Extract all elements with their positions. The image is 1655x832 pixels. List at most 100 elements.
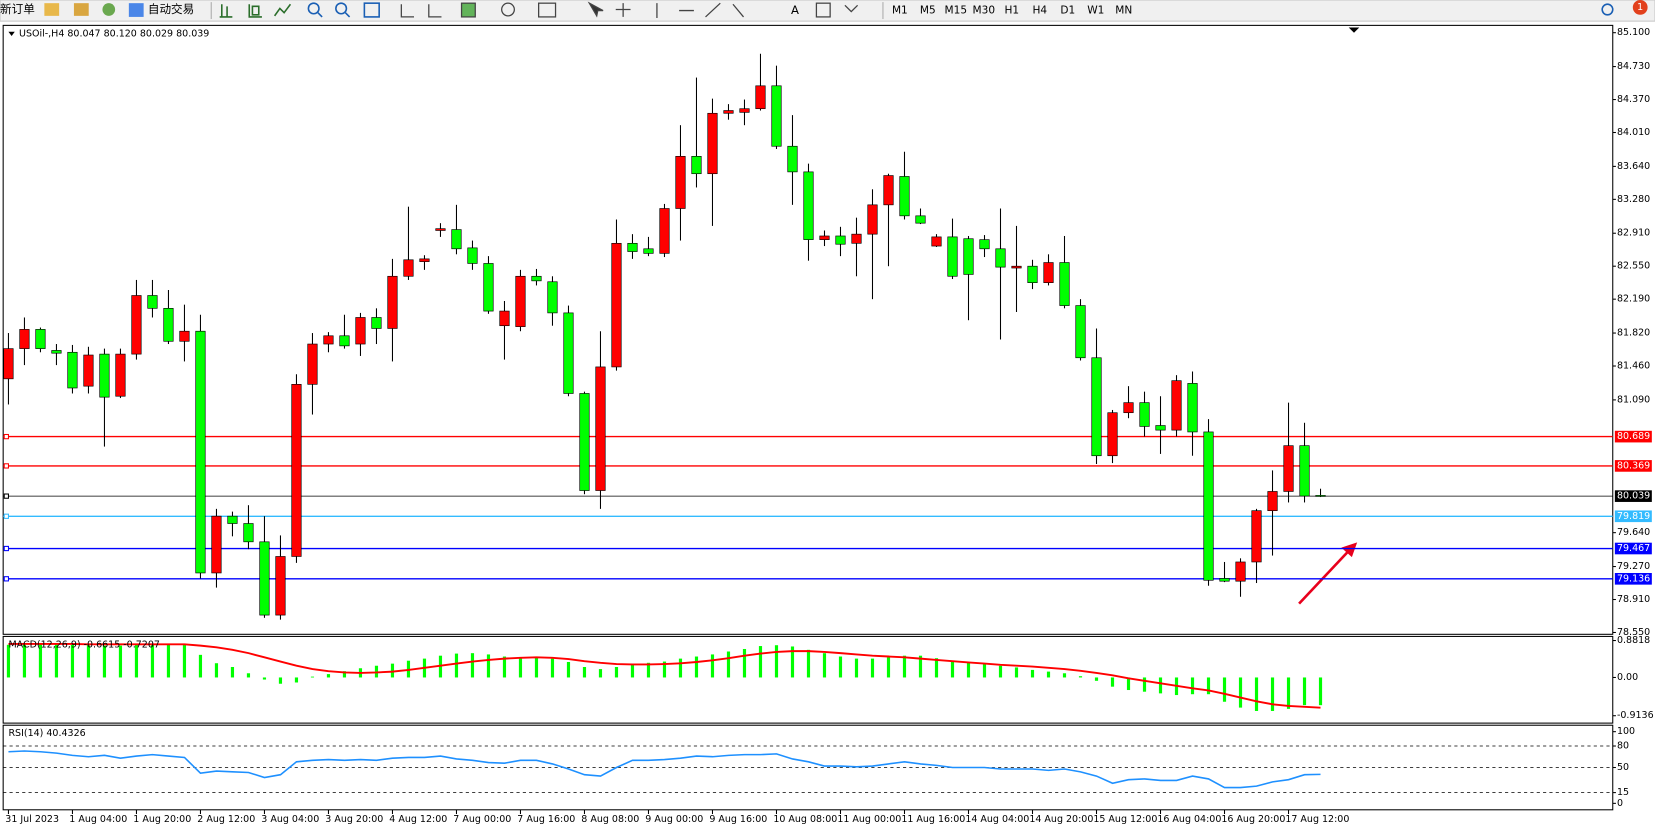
new-order[interactable]: 新订单 xyxy=(0,2,35,16)
x-tick-label: 3 Aug 04:00 xyxy=(261,814,319,825)
icon[interactable] xyxy=(400,4,442,18)
macd-bar xyxy=(1110,677,1115,687)
macd-bar xyxy=(806,649,811,678)
candle-body xyxy=(1139,402,1150,427)
timeframe-button[interactable]: W1 xyxy=(1087,5,1104,17)
candle-body xyxy=(67,351,78,389)
icon[interactable] xyxy=(273,3,292,17)
icon[interactable] xyxy=(73,3,89,16)
macd-bar xyxy=(614,666,619,678)
y-tick-label: 80 xyxy=(1617,741,1629,752)
icon[interactable] xyxy=(460,2,476,18)
icon[interactable] xyxy=(102,3,116,16)
macd-bar xyxy=(166,643,171,678)
candle-body xyxy=(147,295,158,309)
macd-bar xyxy=(1190,677,1195,695)
candle-body xyxy=(499,310,510,327)
search-icon[interactable] xyxy=(1601,3,1614,16)
candle-body xyxy=(1315,495,1326,497)
icon[interactable] xyxy=(615,2,745,18)
main-panel xyxy=(2,24,1614,635)
candle-body xyxy=(83,354,94,387)
timeframe-button[interactable]: H1 xyxy=(1004,5,1019,17)
level-label-bg xyxy=(1614,490,1652,502)
level-label: 80.689 xyxy=(1617,431,1650,442)
x-tick-label: 8 Aug 08:00 xyxy=(581,814,639,825)
level-label-bg xyxy=(1614,542,1652,555)
macd-bar xyxy=(22,644,27,678)
candle-body xyxy=(1283,445,1294,492)
icon[interactable] xyxy=(344,12,351,18)
notification-badge[interactable] xyxy=(1632,0,1648,15)
icon[interactable] xyxy=(219,4,233,18)
icon[interactable] xyxy=(317,12,323,18)
candle-body xyxy=(1251,510,1262,563)
text-tool[interactable]: A xyxy=(791,3,799,17)
menu-marker xyxy=(8,31,15,36)
candle-body xyxy=(915,215,926,224)
timeframe-button[interactable]: M5 xyxy=(920,5,936,17)
timeframe-button[interactable]: M30 xyxy=(973,5,996,17)
arrow-head xyxy=(1341,542,1358,558)
candle-body xyxy=(579,393,590,491)
icon[interactable] xyxy=(501,2,515,17)
icon[interactable] xyxy=(128,3,144,17)
timeframe-button[interactable]: MN xyxy=(1115,5,1132,17)
level-label: 79.467 xyxy=(1617,543,1650,554)
level-handle xyxy=(3,513,9,519)
y-tick-label: 82.190 xyxy=(1617,294,1650,305)
candle-body xyxy=(739,108,750,113)
x-tick-label: 9 Aug 00:00 xyxy=(645,814,703,825)
candle-body xyxy=(131,295,142,355)
candle-body xyxy=(195,330,206,574)
macd-bar xyxy=(118,645,123,678)
candle-body xyxy=(355,317,366,345)
macd-bar xyxy=(534,657,539,678)
candle-body xyxy=(659,208,670,254)
icon[interactable] xyxy=(363,2,380,18)
indicator-title: USOil-,H4 80.047 80.120 80.029 80.039 xyxy=(19,28,209,39)
y-tick-label: 81.090 xyxy=(1617,394,1650,405)
icon[interactable] xyxy=(307,2,320,15)
chart-type-icons[interactable] xyxy=(219,3,292,18)
candle-body xyxy=(371,317,382,329)
timeframe-button[interactable]: M1 xyxy=(892,5,908,17)
icon[interactable] xyxy=(248,4,262,18)
macd-bar xyxy=(278,677,283,684)
macd-bar xyxy=(182,644,187,678)
timeframe-button[interactable]: M15 xyxy=(945,5,968,17)
macd-bar xyxy=(1062,673,1067,678)
auto-trading[interactable]: 自动交易 xyxy=(148,2,194,16)
icon[interactable] xyxy=(844,4,859,13)
macd-bar xyxy=(1206,677,1211,695)
macd-bar xyxy=(822,653,827,678)
macd-bar xyxy=(966,662,971,678)
macd-bar xyxy=(598,669,603,678)
icon[interactable] xyxy=(815,2,831,18)
icon[interactable] xyxy=(587,1,604,18)
timeframe-button[interactable]: H4 xyxy=(1032,5,1047,17)
zoom-icons[interactable] xyxy=(307,2,380,18)
candle-body xyxy=(723,110,734,114)
candle-body xyxy=(563,312,574,394)
candle-body xyxy=(1011,265,1022,269)
macd-bar xyxy=(854,658,859,678)
notification-count[interactable]: 1 xyxy=(1637,2,1643,13)
icon[interactable] xyxy=(538,2,557,18)
macd-bar xyxy=(1014,667,1019,678)
macd-bar xyxy=(934,658,939,678)
icon[interactable] xyxy=(335,2,348,15)
candle-body xyxy=(851,233,862,244)
macd-bar xyxy=(982,663,987,678)
candle-body xyxy=(163,308,174,342)
macd-bar xyxy=(214,663,219,678)
y-tick-label: 84.370 xyxy=(1617,94,1650,105)
y-tick-label: 0.8818 xyxy=(1617,635,1650,646)
timeframe-button[interactable]: D1 xyxy=(1060,5,1075,17)
candle-body xyxy=(627,242,638,252)
icon[interactable] xyxy=(44,3,60,16)
tools-icons[interactable] xyxy=(400,1,859,18)
macd-bar xyxy=(950,660,955,678)
x-tick-label: 4 Aug 12:00 xyxy=(389,814,447,825)
